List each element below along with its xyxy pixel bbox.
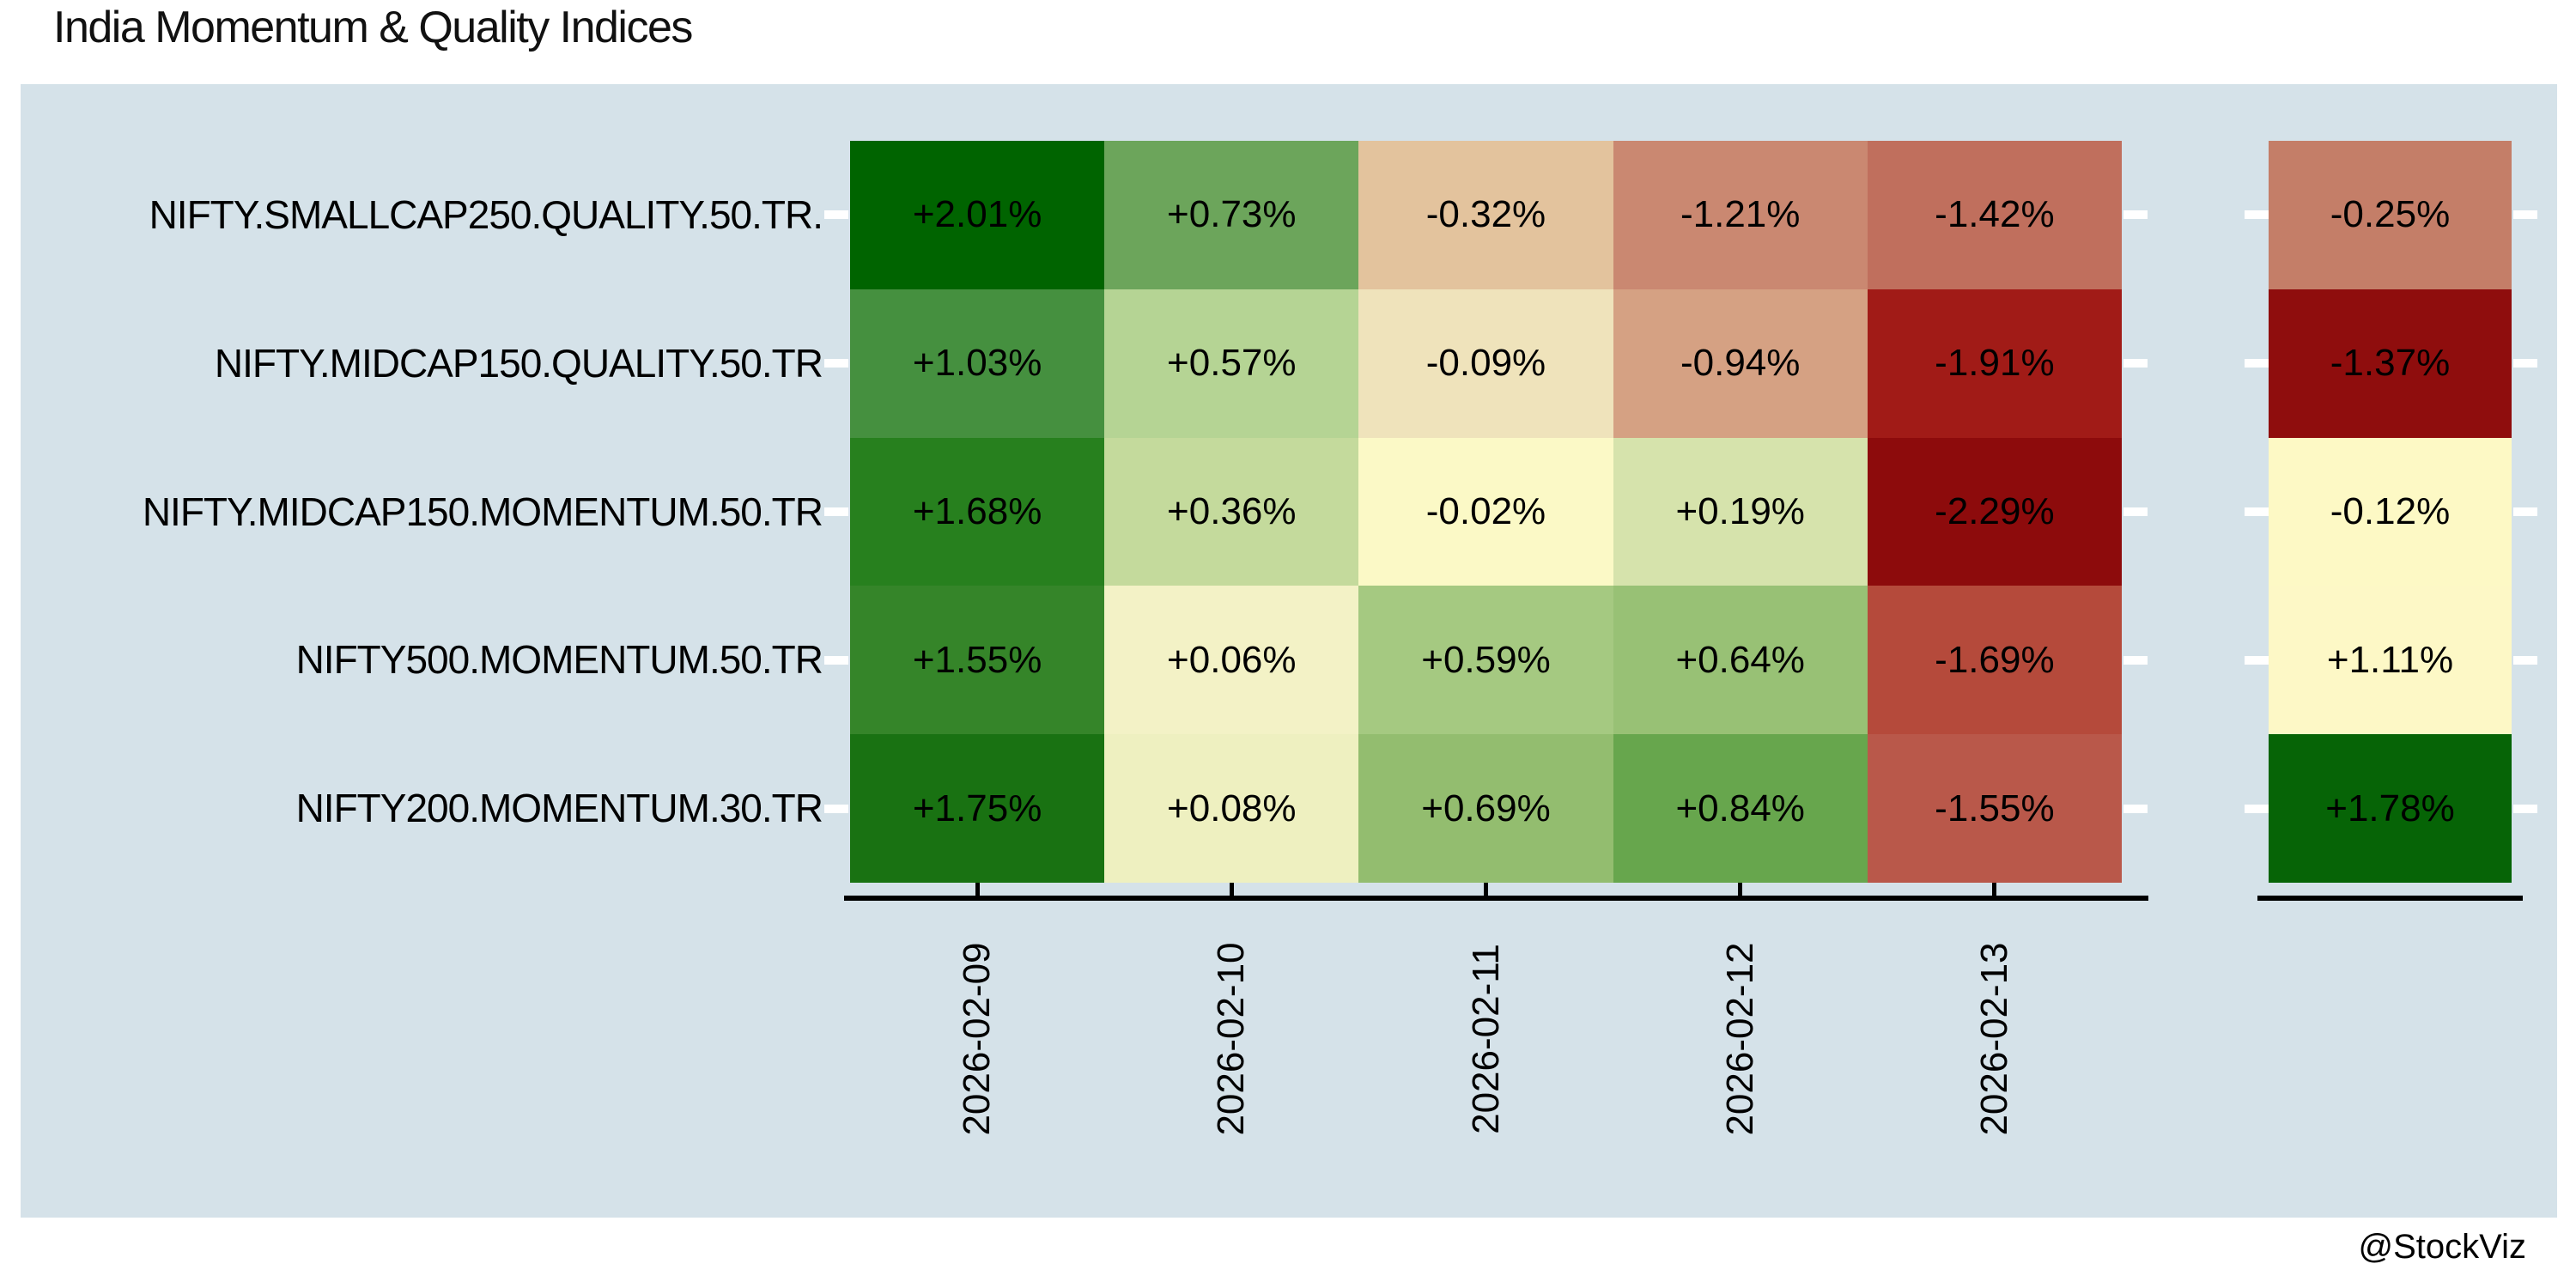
x-tick <box>1484 883 1488 899</box>
heatmap-cell: +0.59% <box>1358 586 1613 735</box>
x-tick <box>1992 883 1997 899</box>
heatmap-cell: -1.55% <box>1867 734 2122 883</box>
row-label: NIFTY.MIDCAP150.MOMENTUM.50.TR <box>142 489 823 534</box>
y-tick <box>2513 210 2537 220</box>
row-label: NIFTY.MIDCAP150.QUALITY.50.TR <box>214 340 823 386</box>
x-tick <box>975 883 980 899</box>
x-axis-label: 2026-02-13 <box>1972 942 2015 1136</box>
heatmap-cell: -1.91% <box>1867 289 2122 438</box>
x-axis-label: 2026-02-10 <box>1210 942 1253 1136</box>
y-tick <box>2123 210 2148 220</box>
y-tick <box>2245 210 2269 220</box>
y-tick <box>824 804 848 813</box>
heatmap-cell: -0.09% <box>1358 289 1613 438</box>
chart-title: India Momentum & Quality Indices <box>53 3 693 52</box>
x-axis-line-summary <box>2257 896 2523 901</box>
y-tick <box>2123 507 2148 516</box>
watermark: @StockViz <box>2358 1228 2527 1266</box>
y-tick <box>2513 655 2537 665</box>
heatmap-cell: +1.68% <box>850 437 1105 586</box>
y-tick <box>2123 804 2148 813</box>
heatmap-cell: +2.01% <box>850 141 1105 289</box>
x-axis-line-main <box>844 896 2148 901</box>
y-tick <box>2245 507 2269 516</box>
heatmap-cell: +0.73% <box>1104 141 1359 289</box>
x-axis-label: 2026-02-11 <box>1464 944 1507 1134</box>
x-tick <box>1738 883 1743 899</box>
y-tick <box>2245 804 2269 813</box>
heatmap-cell: +0.57% <box>1104 289 1359 438</box>
y-tick <box>824 655 848 665</box>
summary-cell: -1.37% <box>2269 289 2512 438</box>
y-tick <box>824 507 848 516</box>
heatmap-cell: -1.21% <box>1613 141 1868 289</box>
heatmap-cell: -0.02% <box>1358 437 1613 586</box>
y-tick <box>2245 655 2269 665</box>
heatmap-cell: +0.36% <box>1104 437 1359 586</box>
row-label: NIFTY500.MOMENTUM.50.TR <box>295 637 823 683</box>
heatmap-cell: +0.64% <box>1613 586 1868 735</box>
heatmap-cell: +0.69% <box>1358 734 1613 883</box>
summary-cell: +1.11% <box>2269 586 2512 735</box>
y-tick <box>2513 804 2537 813</box>
y-tick <box>824 359 848 368</box>
summary-cell: -0.12% <box>2269 437 2512 586</box>
heatmap-cell: +0.08% <box>1104 734 1359 883</box>
heatmap-cell: +0.06% <box>1104 586 1359 735</box>
x-axis-label: 2026-02-12 <box>1718 942 1761 1136</box>
y-tick <box>2123 655 2148 665</box>
y-tick <box>2513 507 2537 516</box>
y-tick <box>2513 359 2537 368</box>
summary-cell: -0.25% <box>2269 141 2512 289</box>
heatmap-cell: -0.32% <box>1358 141 1613 289</box>
summary-cell: +1.78% <box>2269 734 2512 883</box>
heatmap-cell: +1.55% <box>850 586 1105 735</box>
heatmap-cell: -1.69% <box>1867 586 2122 735</box>
y-tick <box>2245 359 2269 368</box>
heatmap-cell: +1.75% <box>850 734 1105 883</box>
heatmap-cell: +0.84% <box>1613 734 1868 883</box>
y-tick <box>824 210 848 220</box>
y-tick <box>2123 359 2148 368</box>
row-label: NIFTY200.MOMENTUM.30.TR <box>295 786 823 831</box>
x-axis-label: 2026-02-09 <box>956 942 999 1136</box>
heatmap-cell: -2.29% <box>1867 437 2122 586</box>
heatmap-cell: -0.94% <box>1613 289 1868 438</box>
row-label: NIFTY.SMALLCAP250.QUALITY.50.TR. <box>149 192 823 237</box>
x-tick <box>1229 883 1234 899</box>
heatmap-cell: -1.42% <box>1867 141 2122 289</box>
heatmap-cell: +1.03% <box>850 289 1105 438</box>
plot-area: NIFTY.SMALLCAP250.QUALITY.50.TR. NIFTY.MI… <box>21 84 2557 1218</box>
heatmap-cell: +0.19% <box>1613 437 1868 586</box>
